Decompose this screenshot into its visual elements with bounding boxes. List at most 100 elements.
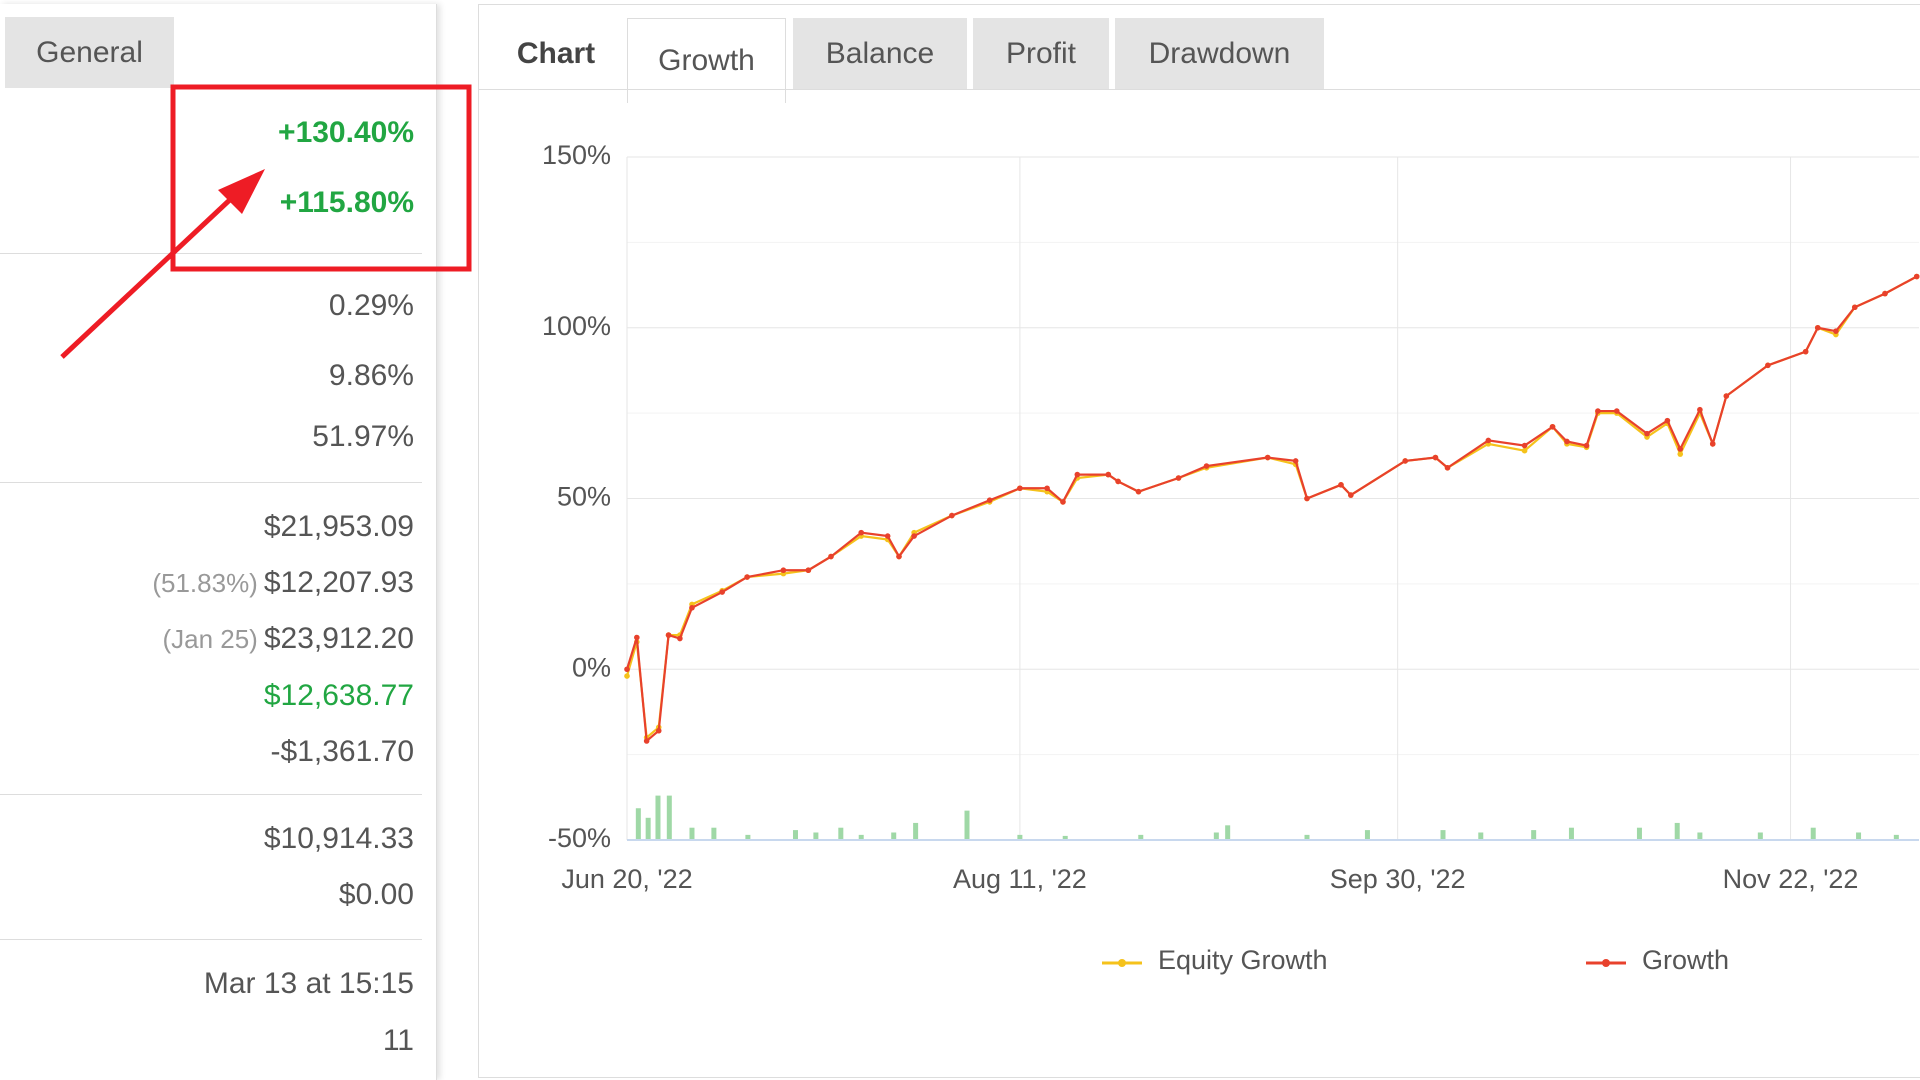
- divider: [0, 482, 422, 483]
- point: [1709, 441, 1716, 447]
- point: [1304, 495, 1310, 502]
- stat-text: +130.40%: [278, 116, 414, 149]
- stat-value: $12,638.77: [264, 679, 414, 713]
- point: [1105, 471, 1112, 478]
- stat-text: Mar 13 at 15:15: [203, 967, 414, 1000]
- point: [828, 553, 834, 560]
- volume-bar: [635, 808, 641, 840]
- volume-bar: [1138, 834, 1144, 840]
- point: [1677, 446, 1684, 452]
- volume-bar: [1674, 822, 1680, 840]
- volume-bar: [1304, 834, 1310, 840]
- point: [1115, 478, 1121, 485]
- point: [689, 604, 695, 611]
- volume-bar: [1364, 830, 1370, 840]
- volume-bar: [838, 827, 844, 840]
- x-tick-label: Aug 11, '22: [953, 864, 1087, 894]
- stat-value: -$1,361.70: [271, 735, 414, 769]
- point: [1444, 464, 1451, 471]
- stat-value: (51.83%) $12,207.93: [152, 566, 414, 600]
- point: [1583, 442, 1590, 449]
- y-tick-label: 100%: [542, 311, 611, 341]
- point: [1595, 408, 1601, 414]
- point: [1851, 304, 1858, 311]
- point: [1677, 451, 1684, 457]
- y-tick-label: 0%: [572, 652, 611, 682]
- stats-panel: General +130.40% +115.80% 0.29% 9.86% 51.97%…: [0, 4, 437, 1080]
- volume-bar: [813, 832, 819, 840]
- general-tab[interactable]: General: [5, 17, 174, 88]
- volume-bar: [1531, 830, 1537, 840]
- point: [858, 529, 865, 536]
- point: [1613, 408, 1620, 414]
- volume-bar: [891, 832, 897, 840]
- volume-bar: [1568, 827, 1574, 840]
- stat-text: 11: [382, 1024, 414, 1057]
- stat-text: 9.86%: [328, 359, 414, 392]
- point: [896, 553, 902, 560]
- volume-bar: [745, 834, 751, 840]
- arrow-shaft: [60, 193, 237, 359]
- volume-bar: [1893, 834, 1899, 840]
- divider: [0, 253, 422, 254]
- arrow-head: [218, 169, 265, 214]
- y-tick-label: 50%: [557, 482, 611, 512]
- series-line: [625, 275, 1918, 744]
- chart-label: Chart: [516, 36, 596, 70]
- volume-bar: [1225, 825, 1231, 840]
- stat-value: $21,953.09: [264, 510, 414, 544]
- stat-value: 51.97%: [312, 420, 414, 454]
- point: [1564, 438, 1570, 445]
- chart-panel: Chart Growth Balance Profit Drawdown: [478, 4, 1920, 1078]
- point: [949, 512, 955, 519]
- point: [1765, 362, 1771, 369]
- volume-bar: [645, 817, 651, 840]
- volume-bar: [689, 827, 695, 840]
- volume-bar: [792, 830, 798, 840]
- point: [1017, 485, 1023, 492]
- stat-value: $10,914.33: [264, 822, 414, 856]
- stat-value: 9.86%: [329, 359, 414, 393]
- point: [1402, 458, 1409, 464]
- point: [1348, 492, 1354, 498]
- point: [744, 574, 750, 580]
- point: [1264, 454, 1271, 461]
- point: [986, 497, 993, 504]
- point: [1135, 488, 1142, 495]
- stat-text: $21,953.09: [263, 510, 414, 543]
- point: [1697, 406, 1703, 413]
- point: [1044, 485, 1050, 492]
- point: [805, 567, 812, 574]
- stat-text: $12,638.77: [263, 679, 414, 712]
- tab[interactable]: Balance: [793, 18, 967, 89]
- stat-text: $12,207.93: [263, 566, 414, 599]
- volume-bar: [1810, 827, 1816, 840]
- point: [1913, 273, 1920, 280]
- point: [1060, 499, 1066, 505]
- point: [677, 635, 683, 642]
- volume-bar: [913, 822, 919, 840]
- point: [1203, 463, 1210, 469]
- divider: [0, 794, 422, 795]
- x-tick-label: Sep 30, '22: [1330, 864, 1466, 894]
- point: [1292, 458, 1299, 464]
- tab[interactable]: Drawdown: [1115, 18, 1324, 89]
- y-tick-label: 150%: [542, 140, 611, 170]
- point: [1723, 393, 1730, 399]
- legend-dot: [1602, 959, 1610, 967]
- tab[interactable]: Profit: [973, 18, 1109, 89]
- series-line: [625, 275, 1918, 740]
- point: [1338, 482, 1344, 488]
- point: [624, 673, 630, 679]
- point: [1485, 437, 1492, 444]
- point: [655, 727, 662, 734]
- point: [1644, 430, 1650, 437]
- volume-bar: [666, 795, 672, 840]
- divider: [0, 939, 422, 940]
- point: [634, 634, 640, 641]
- volume-bar: [711, 827, 717, 840]
- tab[interactable]: Growth: [627, 18, 786, 103]
- point: [624, 666, 630, 673]
- point: [1814, 324, 1821, 331]
